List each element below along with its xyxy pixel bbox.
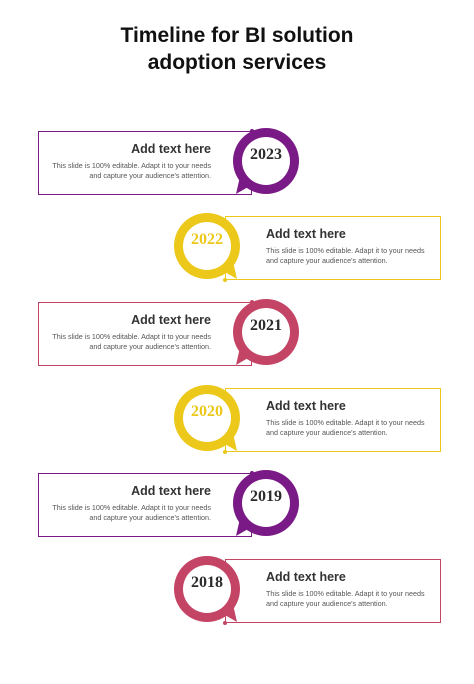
milestone-card: Add text here This slide is 100% editable… xyxy=(225,216,441,280)
year-marker: 2020 xyxy=(174,385,244,459)
connector-dot xyxy=(223,450,227,454)
speech-bubble-icon xyxy=(174,385,240,451)
connector-dot xyxy=(250,129,254,133)
year-label: 2020 xyxy=(191,403,223,420)
milestone-description: This slide is 100% editable. Adapt it to… xyxy=(266,418,425,437)
milestone-description: This slide is 100% editable. Adapt it to… xyxy=(52,161,211,180)
connector-dot xyxy=(250,471,254,475)
milestone-heading: Add text here xyxy=(131,484,211,498)
speech-bubble-icon xyxy=(233,299,299,365)
milestone-description: This slide is 100% editable. Adapt it to… xyxy=(266,589,425,608)
page-title: Timeline for BI solution adoption servic… xyxy=(0,22,474,76)
milestone-heading: Add text here xyxy=(131,313,211,327)
year-label: 2019 xyxy=(250,488,282,505)
milestone-card: Add text here This slide is 100% editable… xyxy=(38,473,252,537)
milestone-description: This slide is 100% editable. Adapt it to… xyxy=(52,503,211,522)
year-marker: 2021 xyxy=(233,299,303,373)
milestone-card: Add text here This slide is 100% editable… xyxy=(38,131,252,195)
speech-bubble-icon xyxy=(174,213,240,279)
milestone-description: This slide is 100% editable. Adapt it to… xyxy=(52,332,211,351)
milestone-description: This slide is 100% editable. Adapt it to… xyxy=(266,246,425,265)
title-line-1: Timeline for BI solution xyxy=(120,24,354,47)
year-marker: 2023 xyxy=(233,128,303,202)
year-marker: 2019 xyxy=(233,470,303,544)
milestone-heading: Add text here xyxy=(131,142,211,156)
speech-bubble-icon xyxy=(233,128,299,194)
year-marker: 2022 xyxy=(174,213,244,287)
milestone-card: Add text here This slide is 100% editable… xyxy=(225,388,441,452)
speech-bubble-icon xyxy=(174,556,240,622)
milestone-heading: Add text here xyxy=(266,227,346,241)
connector-dot xyxy=(223,278,227,282)
speech-bubble-icon xyxy=(233,470,299,536)
connector-dot xyxy=(250,300,254,304)
year-label: 2018 xyxy=(191,574,223,591)
year-label: 2022 xyxy=(191,231,223,248)
year-label: 2021 xyxy=(250,317,282,334)
year-label: 2023 xyxy=(250,146,282,163)
milestone-heading: Add text here xyxy=(266,570,346,584)
connector-dot xyxy=(223,621,227,625)
milestone-heading: Add text here xyxy=(266,399,346,413)
year-marker: 2018 xyxy=(174,556,244,630)
milestone-card: Add text here This slide is 100% editable… xyxy=(225,559,441,623)
milestone-card: Add text here This slide is 100% editable… xyxy=(38,302,252,366)
title-line-2: adoption services xyxy=(147,51,327,74)
